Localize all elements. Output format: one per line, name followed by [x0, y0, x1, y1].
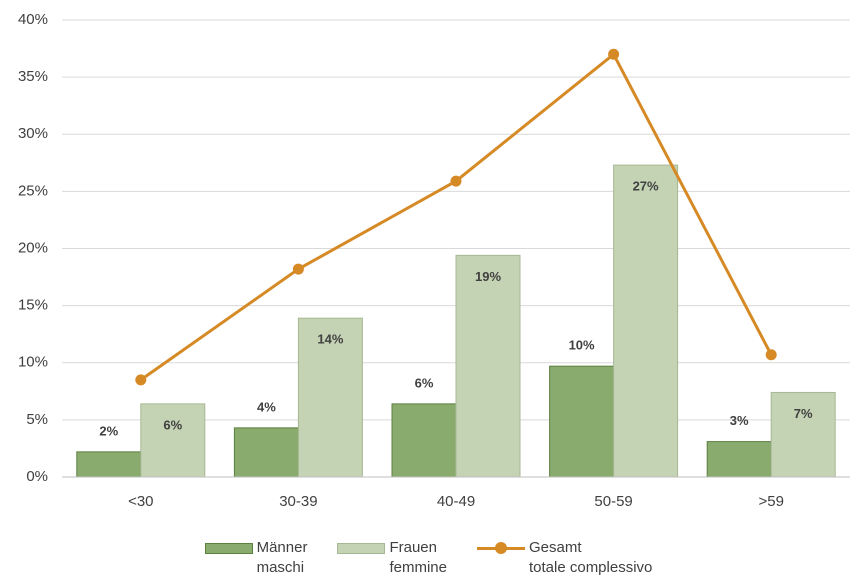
- bar: [297, 317, 363, 478]
- y-tick-label: 35%: [18, 68, 48, 85]
- line-point: [135, 374, 147, 386]
- data-label: 2%: [99, 423, 118, 438]
- y-tick-label: 5%: [26, 411, 48, 428]
- y-tick-label: 0%: [26, 468, 48, 485]
- bar: [613, 164, 679, 478]
- data-label: 10%: [569, 338, 595, 353]
- line-point: [765, 349, 777, 361]
- line-point: [608, 48, 620, 60]
- data-label: 3%: [730, 413, 749, 428]
- x-tick-label: 50-59: [594, 493, 632, 510]
- x-tick-label: 40-49: [437, 493, 475, 510]
- x-tick-label: >59: [758, 493, 783, 510]
- data-label: 6%: [415, 375, 434, 390]
- chart: 0% 5% 10% 15% 20% 25% 30% 35% 40% <30 30-39 40-49 50…: [18, 11, 850, 510]
- legend-item: Frauen femmine: [337, 538, 447, 578]
- bar: [76, 451, 142, 478]
- legend-label: Männer maschi: [256, 539, 308, 576]
- legend-label: Gesamt totale complessivo: [528, 539, 653, 576]
- data-label: 6%: [163, 417, 182, 432]
- data-label: 14%: [317, 332, 343, 347]
- y-tick-label: 10%: [18, 354, 48, 371]
- legend: Männer maschi Frauen femmine Gesamt totale…: [0, 538, 857, 578]
- x-tick-label: <30: [128, 493, 153, 510]
- bar: [549, 365, 615, 478]
- bar: [455, 254, 521, 478]
- data-label: 27%: [633, 179, 659, 194]
- y-tick-label: 20%: [18, 239, 48, 256]
- bar: [233, 427, 299, 478]
- data-label: 7%: [794, 406, 813, 421]
- data-label: 19%: [475, 269, 501, 284]
- y-tick-label: 25%: [18, 182, 48, 199]
- legend-label: Frauen femmine: [389, 539, 447, 576]
- legend-item: Männer maschi: [204, 538, 308, 578]
- bar: [391, 403, 457, 478]
- legend-item: Gesamt totale complessivo: [476, 538, 653, 578]
- legend-swatch: [337, 543, 386, 554]
- y-tick-label: 15%: [18, 297, 48, 314]
- y-tick-label: 40%: [18, 11, 48, 28]
- bar: [706, 441, 772, 478]
- x-tick-label: 30-39: [279, 493, 317, 510]
- line-point: [292, 263, 304, 275]
- y-tick-label: 30%: [18, 125, 48, 142]
- data-label: 4%: [257, 399, 276, 414]
- bar: [140, 403, 206, 478]
- line-point: [450, 175, 462, 187]
- legend-swatch: [204, 543, 253, 554]
- legend-line: [476, 538, 525, 558]
